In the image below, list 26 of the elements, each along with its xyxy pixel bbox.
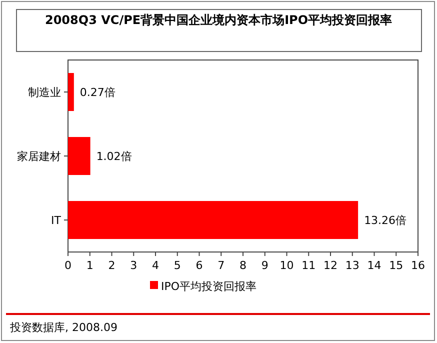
x-tick-label: 14: [367, 259, 382, 272]
x-tick-label: 10: [280, 259, 294, 272]
title: 2008Q3 VC/PE背景中国企业境内资本市场IPO平均投资回报率: [44, 12, 394, 29]
data-label: 1.02倍: [96, 150, 132, 163]
x-tick-label: 8: [240, 259, 246, 272]
text: 投资数据库, 2008.09: [9, 321, 118, 334]
x-tick-label: 2: [108, 259, 116, 272]
x-tick-label: 16: [411, 259, 425, 272]
x-tick-label: 6: [196, 259, 203, 272]
x-tick-label: 1: [86, 259, 94, 272]
x-tick-label: 4: [152, 259, 159, 272]
x-tick-label: 0: [64, 259, 72, 272]
y-tick-label: 制造业: [28, 86, 61, 99]
legend-label: IPO平均投资回报率: [161, 280, 257, 293]
x-tick-label: 15: [389, 259, 404, 272]
x-tick-label: 11: [302, 259, 316, 272]
data-label: 0.27倍: [80, 86, 116, 99]
x-tick-label: 3: [130, 259, 138, 272]
x-tick-label: 7: [218, 259, 225, 272]
x-tick-label: 9: [261, 259, 268, 272]
y-tick-label: IT: [51, 214, 62, 227]
y-tick-label: 家居建材: [17, 150, 61, 163]
x-tick-label: 12: [324, 259, 338, 272]
data-label: 13.26倍: [364, 214, 407, 227]
x-tick-label: 13: [345, 259, 360, 272]
x-tick-label: 5: [174, 259, 181, 272]
